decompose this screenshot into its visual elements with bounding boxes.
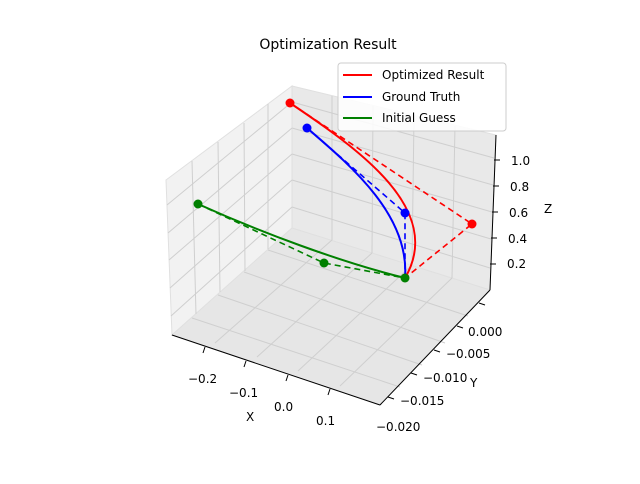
y-axis-label: Y xyxy=(469,376,478,390)
z-tick-label: 1.0 xyxy=(511,154,530,168)
legend-label: Initial Guess xyxy=(382,111,456,125)
legend-label: Ground Truth xyxy=(382,90,460,104)
ground-truth-point xyxy=(400,208,410,218)
series-initial-guess xyxy=(193,199,410,283)
z-ticks: 0.2 0.4 0.6 0.8 1.0 xyxy=(490,154,530,271)
z-tick-label: 0.4 xyxy=(508,232,527,246)
initial-guess-dashed xyxy=(197,203,406,279)
z-tick-label: 0.8 xyxy=(510,180,529,194)
chart-title: Optimization Result xyxy=(259,37,397,53)
x-axis-label: X xyxy=(246,410,254,424)
x-tick-label: −0.1 xyxy=(229,386,258,400)
legend-box xyxy=(337,62,507,132)
x-tick-label: −0.2 xyxy=(188,372,217,386)
initial-guess-point xyxy=(193,199,203,209)
legend: Optimized Result Ground Truth Initial Gu… xyxy=(337,62,507,132)
z-tick-label: 0.6 xyxy=(509,206,528,220)
ground-truth-dashed xyxy=(306,127,406,278)
y-tick-label: −0.020 xyxy=(376,420,420,434)
y-tick-label: 0.000 xyxy=(468,325,502,339)
x-axis-line xyxy=(171,334,381,406)
series-optimized-result xyxy=(285,98,477,279)
y-tick-label: −0.015 xyxy=(400,394,444,408)
y-tick-label: −0.010 xyxy=(423,371,467,385)
initial-guess-point xyxy=(319,258,329,268)
x-tick-label: 0.0 xyxy=(274,400,293,414)
y-ticks: −0.020 −0.015 −0.010 −0.005 0.000 xyxy=(376,302,502,434)
y-tick-label: −0.005 xyxy=(446,347,490,361)
ground-truth-point xyxy=(302,123,312,133)
z-tick-label: 0.2 xyxy=(507,257,526,271)
optimized-result-dashed xyxy=(289,102,474,279)
y-axis-line xyxy=(379,289,491,406)
z-axis-label: Z xyxy=(544,202,552,216)
optimized-result-point xyxy=(467,219,477,229)
grid-lines xyxy=(166,96,495,388)
x-ticks: −0.2 −0.1 0.0 0.1 xyxy=(188,346,335,428)
legend-label: Optimized Result xyxy=(382,68,485,82)
shared-end-point xyxy=(400,273,410,283)
optimized-result-point xyxy=(285,98,295,108)
x-tick-label: 0.1 xyxy=(316,414,335,428)
series-ground-truth xyxy=(302,123,410,279)
